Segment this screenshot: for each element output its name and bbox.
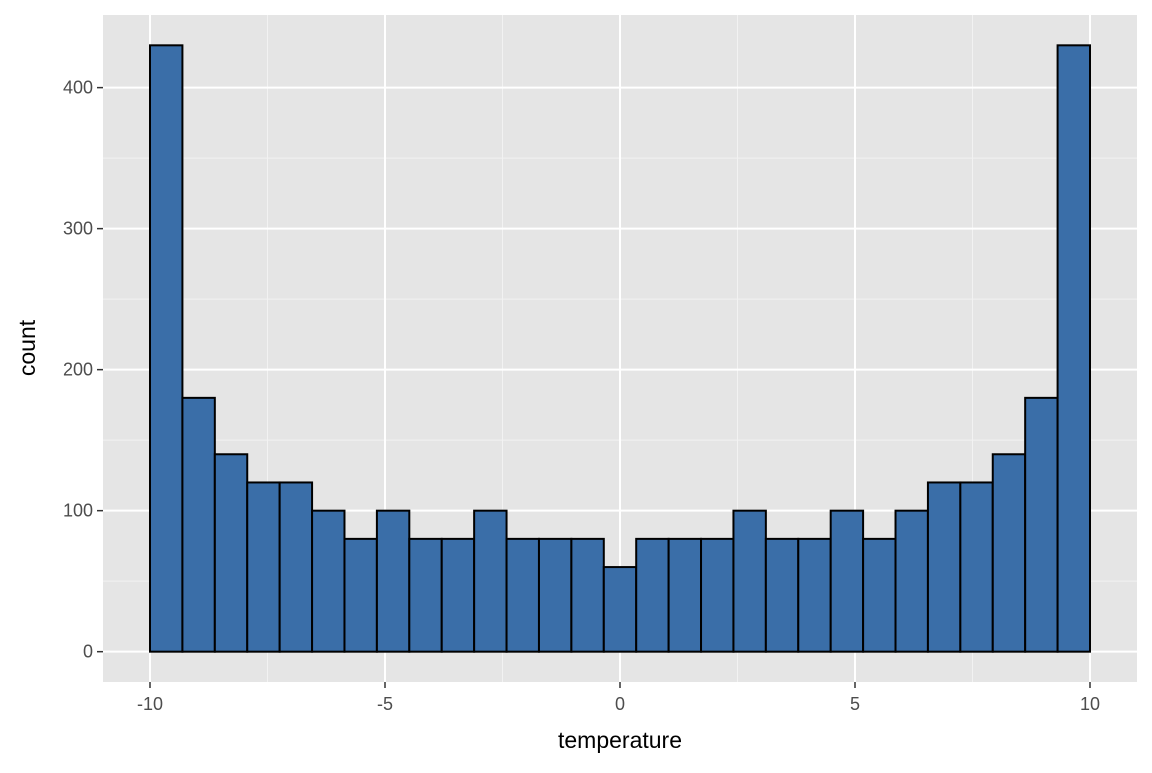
bar (408, 537, 443, 653)
bar (862, 537, 897, 653)
y-tick-label: 400 (63, 78, 93, 98)
bar (343, 537, 378, 653)
bar (440, 537, 476, 653)
bar (213, 453, 249, 653)
bar (700, 537, 735, 653)
y-axis-title: count (14, 319, 40, 376)
bar (537, 537, 573, 653)
x-tick-label: 10 (1080, 694, 1100, 714)
bar (181, 396, 216, 653)
bar (375, 509, 411, 653)
bar (894, 509, 929, 653)
x-tick-label: -10 (137, 694, 163, 714)
bar (246, 481, 281, 653)
bar (764, 537, 800, 653)
bar (829, 509, 865, 653)
bar (732, 509, 767, 653)
x-tick-label: -5 (377, 694, 393, 714)
bar (149, 44, 184, 653)
x-tick-label: 0 (615, 694, 625, 714)
y-tick-label: 200 (63, 360, 93, 380)
bar (797, 537, 832, 653)
x-tick-label: 5 (850, 694, 860, 714)
bar (278, 481, 314, 653)
bar (473, 509, 508, 653)
y-tick-label: 300 (63, 219, 93, 239)
y-tick-label: 100 (63, 501, 93, 521)
bar (505, 537, 540, 653)
bar (635, 537, 670, 653)
bar (1024, 396, 1059, 653)
y-tick-label: 0 (83, 642, 93, 662)
bar (926, 481, 962, 653)
bar (991, 453, 1027, 653)
bar (311, 509, 346, 653)
bar (1056, 44, 1092, 653)
bar (602, 566, 638, 653)
bar (570, 537, 605, 653)
bar (959, 481, 994, 653)
x-axis-title: temperature (558, 727, 682, 753)
bar (667, 537, 703, 653)
